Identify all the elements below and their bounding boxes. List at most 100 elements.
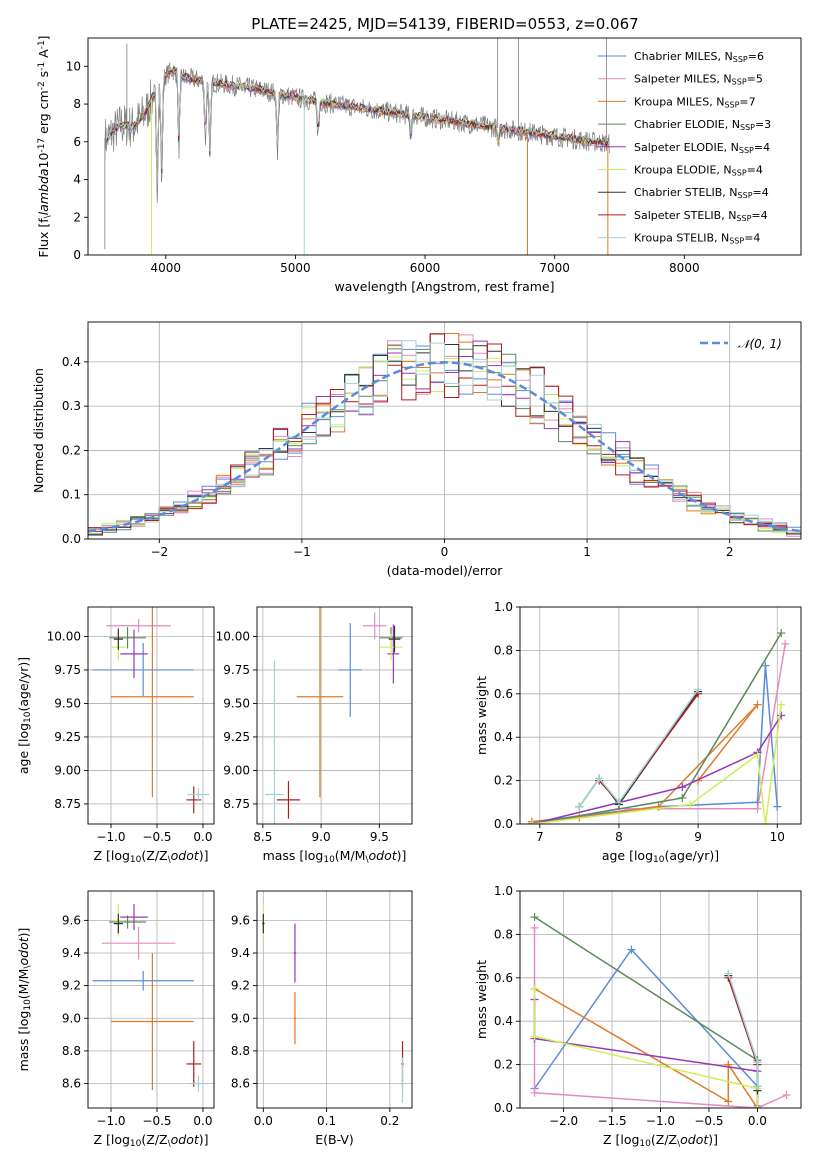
x-tick-label: −2.0 xyxy=(549,1114,578,1128)
y-tick-label: 1.0 xyxy=(494,884,513,898)
plot-area xyxy=(527,629,790,824)
y-axis-label: mass [log10(M/M\odot)] xyxy=(16,928,33,1072)
mass-weight-marker xyxy=(530,1088,539,1097)
errorbar-point xyxy=(110,953,194,1091)
mass-weight-marker xyxy=(530,913,539,922)
mass-weight-marker xyxy=(614,798,623,807)
x-tick-label: 0.0 xyxy=(193,1114,212,1128)
axes-frame xyxy=(519,606,802,825)
errorbar-point xyxy=(401,1057,404,1104)
x-tick-label: −1.0 xyxy=(96,1114,125,1128)
y-tick-label: 0.0 xyxy=(62,532,81,546)
plot-area xyxy=(88,333,801,537)
mass-weight-marker xyxy=(595,774,604,783)
y-tick-label: 0.3 xyxy=(62,399,81,413)
y-axis-label: Normed distribution xyxy=(31,368,46,493)
mass-weight-marker xyxy=(782,1090,791,1099)
errorbar-point xyxy=(113,913,123,934)
y-tick-label: 10.00 xyxy=(216,629,250,643)
x-tick-label: 1 xyxy=(583,545,591,559)
mass-vs-ebv-panel: 0.0 0.1 0.2 8.6 8.8 9.0 9.2 9.4 9.6 E(B-V) xyxy=(231,890,413,1147)
x-tick-label: −2 xyxy=(150,545,168,559)
plot-area xyxy=(265,607,403,824)
figure-title: PLATE=2425, MJD=54139, FIBERID=0553, z=0… xyxy=(251,15,638,33)
errorbar-point xyxy=(186,1041,202,1087)
mass-weight-marker xyxy=(724,969,733,978)
legend-entry: Kroupa STELIB, NSSP=4 xyxy=(634,232,760,246)
errorbar-point xyxy=(110,607,194,798)
mass-weight-vs-age-panel: 7 8 9 10 0.0 0.2 0.4 0.6 0.8 1.0 age [log10(age/yr… xyxy=(474,600,802,865)
x-tick-label: 8.5 xyxy=(253,830,272,844)
errorbar-point xyxy=(187,787,210,802)
mass-weight-marker xyxy=(530,923,539,932)
x-tick-label: 0.2 xyxy=(380,1114,399,1128)
x-tick-label: 0.1 xyxy=(317,1114,336,1128)
x-axis-label: E(B-V) xyxy=(315,1132,354,1147)
axes-frame xyxy=(256,890,413,1109)
mass-weight-line xyxy=(533,988,759,1108)
y-tick-label: 9.6 xyxy=(62,913,81,927)
y-tick-label: 0.8 xyxy=(494,927,513,941)
x-axis-label: age [log10(age/yr)] xyxy=(602,848,719,865)
plot-area xyxy=(92,607,210,814)
y-tick-label: 8.75 xyxy=(54,797,81,811)
axes-frame xyxy=(87,890,215,1109)
mass-weight-marker xyxy=(678,793,687,802)
errorbar-point xyxy=(296,607,344,798)
mass-weight-vs-metallicity-panel: −2.0 −1.5 −1.0 −0.5 0.0 0.0 0.2 0.4 0.6 0.8 1.0 Z [… xyxy=(474,884,802,1149)
y-tick-label: 0.8 xyxy=(494,643,513,657)
mass-weight-marker xyxy=(575,802,584,811)
mass-weight-line xyxy=(578,689,699,808)
y-tick-label: 9.25 xyxy=(223,730,250,744)
y-tick-label: 0.4 xyxy=(494,730,513,744)
y-axis-label: age [log10(age/yr)] xyxy=(16,657,33,774)
x-tick-label: 0 xyxy=(441,545,449,559)
mass-weight-marker xyxy=(530,1032,539,1041)
mass-weight-marker xyxy=(753,700,762,709)
x-tick-label: −0.5 xyxy=(694,1114,723,1128)
mass-weight-marker xyxy=(753,1104,762,1108)
errorbar-point xyxy=(338,623,362,717)
y-tick-label: 8.6 xyxy=(231,1077,250,1091)
mass-weight-marker xyxy=(753,1082,762,1091)
y-tick-label: 0.2 xyxy=(494,1058,513,1072)
legend-entry: Salpeter MILES, NSSP=5 xyxy=(634,73,763,87)
x-tick-label: 8 xyxy=(615,830,623,844)
mass-weight-marker xyxy=(777,700,786,709)
errorbar-point xyxy=(262,913,265,934)
mass-weight-marker xyxy=(724,1097,733,1106)
y-tick-label: 4 xyxy=(73,173,81,187)
errorbar-point xyxy=(92,970,194,991)
errorbar-point xyxy=(293,923,297,983)
x-tick-label: 2 xyxy=(726,545,734,559)
legend-entry: Kroupa ELODIE, NSSP=4 xyxy=(634,164,763,178)
errorbar-point xyxy=(387,624,400,684)
y-tick-label: 9.0 xyxy=(62,1011,81,1025)
y-tick-label: 8.75 xyxy=(223,797,250,811)
errorbar-point xyxy=(276,781,301,819)
x-tick-label: −1.5 xyxy=(597,1114,626,1128)
y-tick-label: 8.6 xyxy=(62,1077,81,1091)
errorbar-point xyxy=(109,627,146,649)
mass-weight-marker xyxy=(777,629,786,638)
y-tick-label: 9.00 xyxy=(54,763,81,777)
errorbar-point xyxy=(293,992,297,1045)
x-tick-label: 7 xyxy=(536,830,544,844)
plot-area xyxy=(262,904,404,1104)
x-tick-label: 9 xyxy=(694,830,702,844)
mass-weight-marker xyxy=(678,783,687,792)
errorbar-point xyxy=(113,628,123,650)
mass-vs-metallicity-panel: −1.0 −0.5 0.0 8.6 8.8 9.0 9.2 9.4 9.6 Z [log10(Z/… xyxy=(16,890,215,1149)
errorbar-point xyxy=(120,904,148,931)
y-tick-label: 9.2 xyxy=(231,979,250,993)
y-axis-label: mass weight xyxy=(474,960,489,1039)
mass-weight-marker xyxy=(773,802,782,811)
y-tick-label: 0.0 xyxy=(494,1101,513,1115)
residuals-panel: −2 −1 0 1 2 0.0 0.1 0.2 0.3 0.4 (data-model)/error… xyxy=(31,321,802,578)
y-tick-label: 0.1 xyxy=(62,488,81,502)
x-tick-label: 9.0 xyxy=(312,830,331,844)
y-tick-label: 0.2 xyxy=(62,443,81,457)
spectrum-legend: Chabrier MILES, NSSP=6 Salpeter MILES, NS… xyxy=(598,50,771,245)
x-tick-label: 8000 xyxy=(669,261,700,275)
